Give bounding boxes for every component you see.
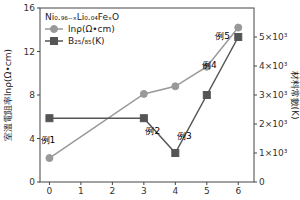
series-marker (235, 24, 242, 31)
annotation: 例4 (202, 60, 217, 70)
y-tick-label: 0 (29, 177, 35, 187)
chart: 0123456048121601×10³2×10³3×10³4×10³5×10³… (0, 0, 300, 200)
y2-tick (254, 95, 257, 96)
plot-area (46, 24, 242, 162)
x-tick (49, 182, 50, 185)
x-tick-label: 3 (141, 186, 147, 196)
y2-tick (254, 124, 257, 125)
legend-label: lnρ(Ω•cm) (68, 24, 115, 34)
annotation: 例5 (215, 31, 230, 41)
series-marker (140, 115, 147, 122)
y-axis-label: 室溫電阻率lnρ(Ω•cm) (3, 49, 13, 141)
x-tick-label: 2 (110, 186, 116, 196)
y2-tick-label: 5×10³ (259, 32, 288, 42)
series-marker (203, 92, 210, 99)
y2-tick (254, 37, 257, 38)
x-tick (80, 182, 81, 185)
annotation: 例1 (41, 135, 56, 145)
x-tick-label: 1 (78, 186, 84, 196)
y2-tick-label: 4×10³ (259, 61, 288, 71)
y-tick (37, 95, 40, 96)
x-tick-label: 4 (172, 186, 178, 196)
y-tick (37, 8, 40, 9)
y2-tick (254, 66, 257, 67)
series-marker (172, 83, 179, 90)
y2-tick-label: 3×10³ (259, 90, 288, 100)
legend-title: Ni₀.₉₆₋ₓLi₀.₀₄FeₓO (45, 12, 119, 22)
x-tick (206, 182, 207, 185)
legend-label: B₂₅/₈₅(K) (68, 36, 105, 46)
series-line (49, 37, 238, 153)
y-tick-label: 4 (29, 134, 35, 144)
y-tick (37, 51, 40, 52)
annotation: 例3 (177, 131, 192, 141)
series-marker (140, 90, 147, 97)
x-tick (143, 182, 144, 185)
x-tick-label: 5 (204, 186, 210, 196)
y2-tick-label: 2×10³ (259, 119, 288, 129)
series-marker (235, 34, 242, 41)
series-marker (46, 115, 53, 122)
y2-axis-label: 材料常數(K) (290, 70, 300, 120)
y-tick (37, 182, 40, 183)
x-tick (112, 182, 113, 185)
series-marker (46, 155, 53, 162)
y-tick-label: 16 (24, 3, 36, 13)
y2-tick-label: 0 (259, 177, 265, 187)
x-tick-label: 0 (47, 186, 53, 196)
y2-tick (254, 153, 257, 154)
y-tick-label: 8 (29, 90, 35, 100)
legend: Ni₀.₉₆₋ₓLi₀.₀₄FeₓO lnρ(Ω•cm) B₂₅/₈₅(K) (45, 12, 119, 46)
x-tick (238, 182, 239, 185)
x-tick-label: 6 (235, 186, 241, 196)
y-tick-label: 12 (24, 47, 35, 57)
annotation: 例2 (145, 126, 160, 136)
series-marker (172, 150, 179, 157)
series-line (49, 28, 238, 159)
y2-tick-label: 1×10³ (259, 148, 288, 158)
y2-tick (254, 182, 257, 183)
x-tick (175, 182, 176, 185)
legend-marker (51, 26, 58, 33)
legend-marker (51, 38, 58, 45)
plot-frame (40, 8, 254, 182)
